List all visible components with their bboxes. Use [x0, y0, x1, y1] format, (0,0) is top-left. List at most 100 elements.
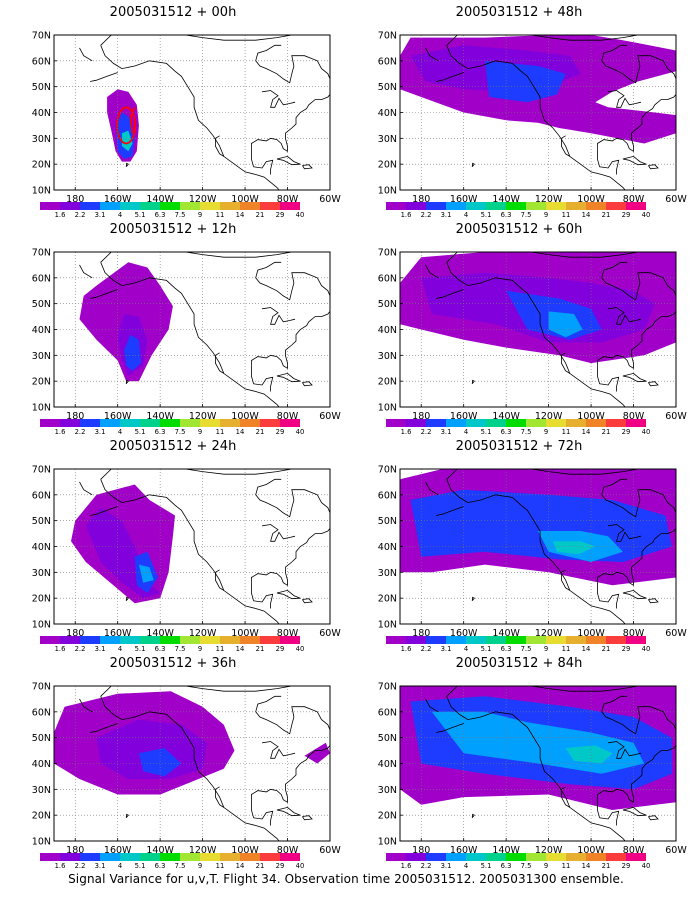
colorbar-swatch: [426, 419, 446, 427]
colorbar-label: 4: [118, 211, 122, 219]
colorbar-swatch: [426, 853, 446, 861]
colorbar-label: 29: [276, 428, 285, 436]
lat-tick-label: 70N: [32, 31, 51, 42]
colorbar-label: 4: [118, 428, 122, 436]
colorbar-swatch: [180, 853, 200, 861]
colorbar-swatch: [180, 636, 200, 644]
colorbar-swatch: [240, 853, 260, 861]
colorbar-label: 29: [276, 862, 285, 870]
lat-tick-label: 50N: [378, 82, 397, 93]
colorbar-swatch: [426, 202, 446, 210]
lon-tick-label: 100W: [231, 628, 259, 639]
lon-tick-label: 160W: [450, 845, 478, 856]
lat-tick-label: 40N: [32, 108, 51, 119]
lat-tick-label: 20N: [378, 594, 397, 605]
variance-region: [552, 541, 596, 555]
shaded-field: [54, 252, 330, 407]
panel-title: 2005031512 + 60h: [455, 222, 583, 237]
colorbar-label: 5.1: [481, 211, 492, 219]
colorbar-label: 21: [256, 645, 265, 653]
lon-tick-label: 120W: [535, 628, 563, 639]
colorbar-label: 3.1: [95, 211, 106, 219]
colorbar-label: 5.1: [481, 862, 492, 870]
lon-tick-label: 180: [412, 845, 430, 856]
colorbar-label: 29: [276, 645, 285, 653]
colorbar-label: 5.1: [135, 645, 146, 653]
colorbar-label: 2.2: [75, 645, 86, 653]
lon-tick-label: 60W: [319, 411, 341, 422]
lon-tick-label: 120W: [189, 628, 217, 639]
colorbar-label: 4: [464, 211, 468, 219]
coastlines: [79, 35, 330, 190]
colorbar-label: 40: [296, 211, 305, 219]
colorbar-label: 9: [198, 211, 202, 219]
colorbar-swatch: [80, 419, 100, 427]
colorbar-label: 29: [622, 211, 631, 219]
colorbar: 1.6 2.2 3.1 4 5.1 6.3 7.5 9 11 14 21 29 40: [386, 419, 650, 436]
colorbar-swatch: [140, 636, 160, 644]
lon-tick-label: 180: [66, 411, 84, 422]
variance-map: 10N 20N 30N 40N 50N 60N 70N 180 160W 140W 120W 100W…: [32, 465, 342, 654]
colorbar-label: 2.2: [421, 645, 432, 653]
colorbar-label: 7.5: [521, 211, 532, 219]
lon-tick-label: 140W: [492, 628, 520, 639]
colorbar-label: 9: [544, 645, 548, 653]
lon-tick-label: 160W: [450, 194, 478, 205]
colorbar-label: 14: [236, 645, 245, 653]
colorbar-label: 14: [236, 862, 245, 870]
lon-tick-label: 160W: [104, 845, 132, 856]
colorbar-label: 7.5: [175, 428, 186, 436]
colorbar-swatch: [606, 853, 626, 861]
lat-tick-label: 30N: [378, 134, 397, 145]
lat-tick-label: 50N: [378, 733, 397, 744]
lon-tick-label: 80W: [277, 194, 299, 205]
colorbar-swatch: [40, 419, 60, 427]
colorbar-swatch: [406, 636, 426, 644]
lon-tick-label: 120W: [535, 411, 563, 422]
coastlines: [425, 35, 676, 190]
colorbar-swatch: [486, 636, 506, 644]
colorbar-swatch: [406, 202, 426, 210]
colorbar-label: 1.6: [401, 211, 412, 219]
colorbar-swatch: [80, 636, 100, 644]
lon-tick-label: 160W: [450, 411, 478, 422]
colorbar-label: 6.3: [155, 862, 166, 870]
colorbar-label: 40: [642, 645, 651, 653]
colorbar-swatch: [240, 636, 260, 644]
colorbar-swatch: [80, 853, 100, 861]
colorbar-label: 9: [544, 211, 548, 219]
colorbar-swatch: [586, 636, 606, 644]
shaded-field: [54, 35, 330, 190]
colorbar-label: 5.1: [481, 645, 492, 653]
colorbar-swatch: [260, 419, 280, 427]
lat-tick-label: 10N: [378, 620, 397, 631]
lon-tick-label: 80W: [623, 411, 645, 422]
colorbar-swatch: [626, 202, 646, 210]
lat-tick-label: 60N: [32, 490, 51, 501]
colorbar-label: 21: [256, 428, 265, 436]
colorbar-label: 4: [464, 862, 468, 870]
colorbar-swatch: [606, 202, 626, 210]
lon-tick-label: 80W: [277, 411, 299, 422]
colorbar-label: 1.6: [55, 211, 66, 219]
shaded-field: [400, 686, 676, 841]
lon-tick-label: 100W: [231, 845, 259, 856]
colorbar-swatch: [120, 419, 140, 427]
colorbar-swatch: [566, 636, 586, 644]
lat-tick-label: 30N: [32, 568, 51, 579]
colorbar-swatch: [200, 853, 220, 861]
colorbar-label: 7.5: [175, 645, 186, 653]
colorbar-swatch: [260, 853, 280, 861]
variance-region: [565, 745, 613, 764]
lat-tick-label: 10N: [32, 403, 51, 414]
colorbar-label: 1.6: [55, 645, 66, 653]
shaded-field: [54, 469, 330, 624]
lat-tick-label: 50N: [32, 733, 51, 744]
colorbar-label: 21: [256, 862, 265, 870]
lat-tick-label: 20N: [32, 594, 51, 605]
colorbar-swatch: [40, 202, 60, 210]
colorbar-swatch: [466, 419, 486, 427]
colorbar-label: 6.3: [155, 211, 166, 219]
lon-tick-label: 80W: [623, 628, 645, 639]
lat-tick-label: 20N: [32, 377, 51, 388]
